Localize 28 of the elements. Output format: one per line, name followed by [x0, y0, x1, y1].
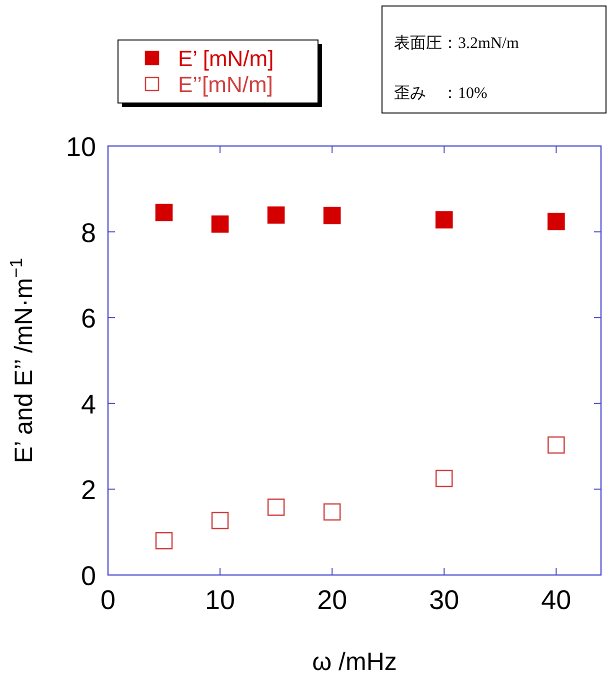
text: 表面圧：3.2mN/m — [394, 34, 520, 52]
point — [548, 212, 565, 230]
x-tick-label: 10 — [205, 585, 236, 615]
point — [155, 204, 173, 222]
x-tick-label: 20 — [317, 585, 348, 615]
point — [323, 503, 341, 521]
legend-label: E’ [mN/m] — [178, 46, 274, 71]
point — [548, 436, 565, 454]
legend-label: E’’[mN/m] — [178, 72, 273, 97]
y-tick-label: 0 — [80, 561, 96, 591]
point — [211, 512, 229, 530]
y-tick-label: 10 — [66, 132, 96, 162]
point — [435, 211, 453, 228]
y-tick-label: 6 — [80, 304, 96, 334]
text: 歪み ：10% — [394, 85, 488, 102]
point — [267, 206, 285, 224]
x-tick-label: 40 — [541, 585, 572, 615]
y-tick-label: 2 — [80, 475, 96, 506]
point — [267, 498, 285, 516]
x-tick-label: 30 — [429, 585, 460, 615]
point — [435, 470, 453, 488]
point — [323, 206, 341, 224]
x-tick-label: 0 — [100, 585, 116, 615]
point — [155, 532, 173, 550]
point — [211, 215, 229, 233]
y-tick-label: 8 — [80, 218, 96, 248]
x-axis-title: ω /mHz — [312, 648, 397, 676]
y-tick-label: 4 — [80, 389, 96, 420]
